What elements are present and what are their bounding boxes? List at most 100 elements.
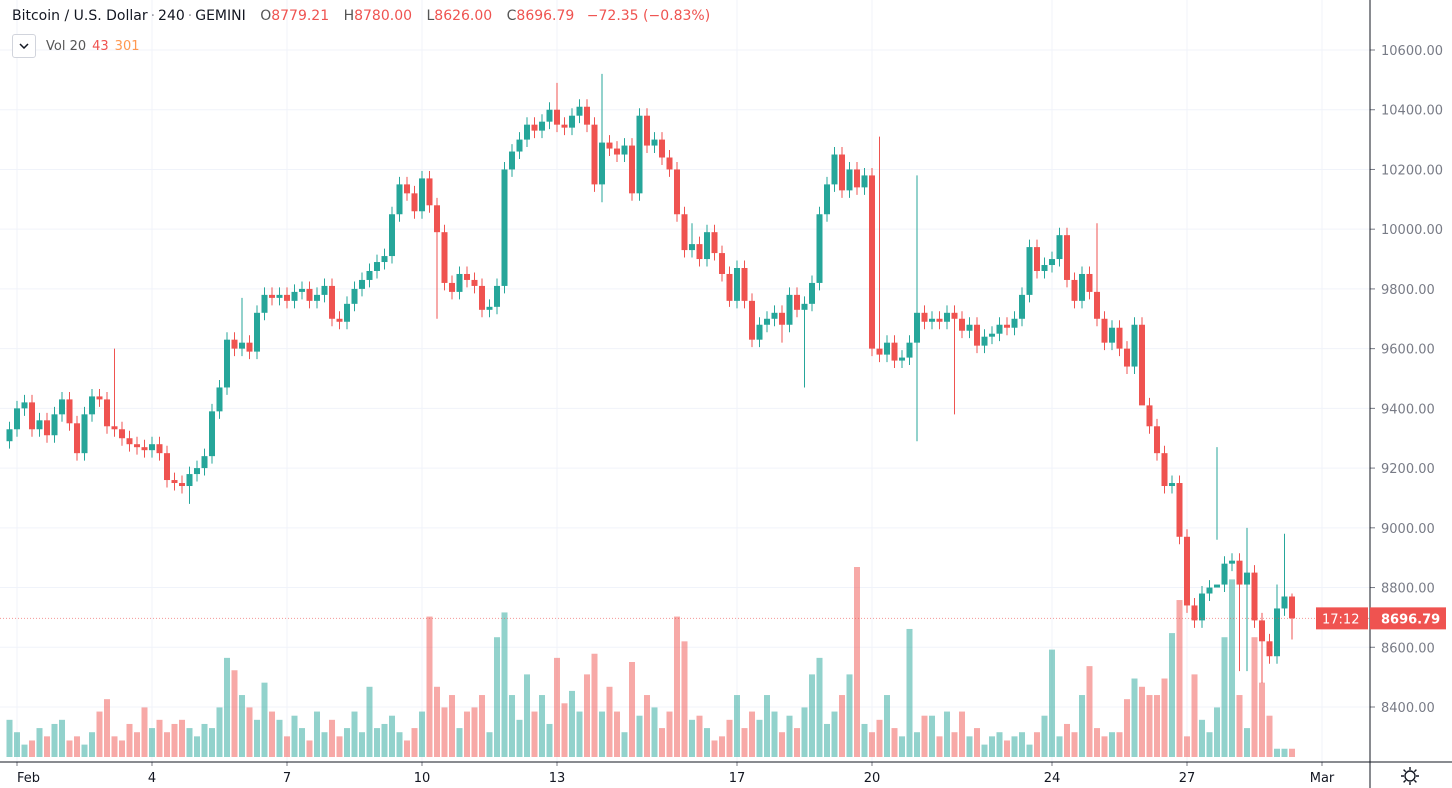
candle-body [786, 294, 793, 325]
candle-body [831, 154, 838, 185]
candle [359, 272, 365, 297]
candle [1289, 593, 1295, 640]
candle-body [794, 294, 800, 310]
candle [614, 141, 620, 162]
volume-bar [1004, 740, 1010, 757]
volume-bar [666, 711, 673, 757]
volume-bar [411, 728, 418, 757]
candle-body [351, 288, 358, 304]
candle [1071, 272, 1078, 309]
volume-bar [1184, 736, 1190, 757]
candle-body [36, 420, 43, 430]
volume-bar [389, 715, 395, 757]
candle-body [899, 357, 905, 361]
candle [1086, 266, 1093, 300]
candle-body [539, 121, 545, 131]
volume-bar [51, 723, 58, 757]
volume-bar [974, 728, 980, 757]
candle [734, 260, 740, 309]
candle [569, 108, 575, 136]
volume-bar [194, 736, 200, 757]
candle [419, 170, 425, 219]
candle [201, 448, 208, 476]
volume-bar [846, 674, 853, 757]
candle-body [1056, 235, 1063, 260]
candle [464, 266, 470, 288]
settings-button[interactable] [1398, 766, 1422, 786]
candle-body [254, 312, 260, 352]
candle-body [569, 115, 575, 128]
volume-bar [644, 695, 650, 757]
candle [126, 430, 133, 452]
close-label: C [506, 8, 517, 24]
candle [314, 287, 320, 309]
candle-body [389, 214, 395, 257]
candle-body [104, 399, 110, 427]
volume-bar [606, 686, 613, 757]
volume-bar [1244, 728, 1250, 757]
volume-bar [591, 653, 598, 757]
close-value: 8696.79 [516, 8, 575, 24]
candle [741, 260, 748, 309]
volume-bar [134, 732, 140, 757]
change-value: −72.35 (−0.83%) [586, 8, 711, 24]
interval: 240 [158, 8, 185, 24]
candle [711, 224, 718, 261]
volume-bar [674, 616, 680, 757]
volume-bar [14, 732, 20, 757]
candle [906, 335, 913, 366]
candle [674, 161, 680, 222]
volume-bar [816, 657, 823, 757]
exchange: GEMINI [195, 8, 246, 24]
x-tick-label: 20 [864, 771, 881, 786]
volume-bar [779, 732, 785, 757]
candle-body [164, 453, 170, 481]
candle-body [1011, 318, 1018, 328]
volume-bar [306, 740, 313, 757]
volume-bar [1049, 649, 1055, 757]
candle-body [284, 294, 290, 301]
candle [1199, 586, 1205, 628]
candle-body [1079, 273, 1085, 301]
candle [914, 175, 920, 442]
candle-body [1244, 572, 1250, 585]
candle [224, 332, 230, 395]
volume-bar [111, 736, 118, 757]
volume-bar [329, 719, 335, 757]
volume-bar [1101, 736, 1108, 757]
candle [1161, 445, 1168, 494]
low-label: L [426, 8, 435, 24]
volume-bar [351, 711, 358, 757]
candle-body [981, 336, 988, 346]
symbol-name: Bitcoin / U.S. Dollar [12, 8, 148, 24]
candle [66, 391, 73, 431]
candle-body [561, 124, 568, 128]
volume-bar [1071, 732, 1078, 757]
volume-bar [509, 695, 515, 757]
candle-body [846, 169, 853, 191]
volume-legend: Vol 20 43 301 [12, 34, 140, 58]
volume-bar [419, 711, 425, 757]
candle [36, 412, 43, 437]
candle-body [816, 214, 823, 283]
last-price-badge [1370, 607, 1446, 630]
candle-body [629, 145, 635, 194]
candle [951, 305, 958, 415]
volume-bar [179, 719, 185, 757]
collapse-button[interactable] [12, 34, 36, 58]
candle [51, 406, 58, 443]
candle [854, 161, 860, 195]
y-tick-label: 9600.00 [1381, 343, 1435, 358]
candle-body [59, 399, 65, 415]
candle-body [719, 253, 725, 274]
volume-bar [1221, 637, 1228, 757]
candle-body [989, 333, 995, 337]
candle [1154, 418, 1160, 461]
candle [531, 117, 538, 139]
candle [501, 161, 508, 294]
candle [876, 136, 883, 363]
candle [509, 144, 515, 177]
candle-body [246, 342, 253, 352]
volume-bar [636, 715, 643, 757]
